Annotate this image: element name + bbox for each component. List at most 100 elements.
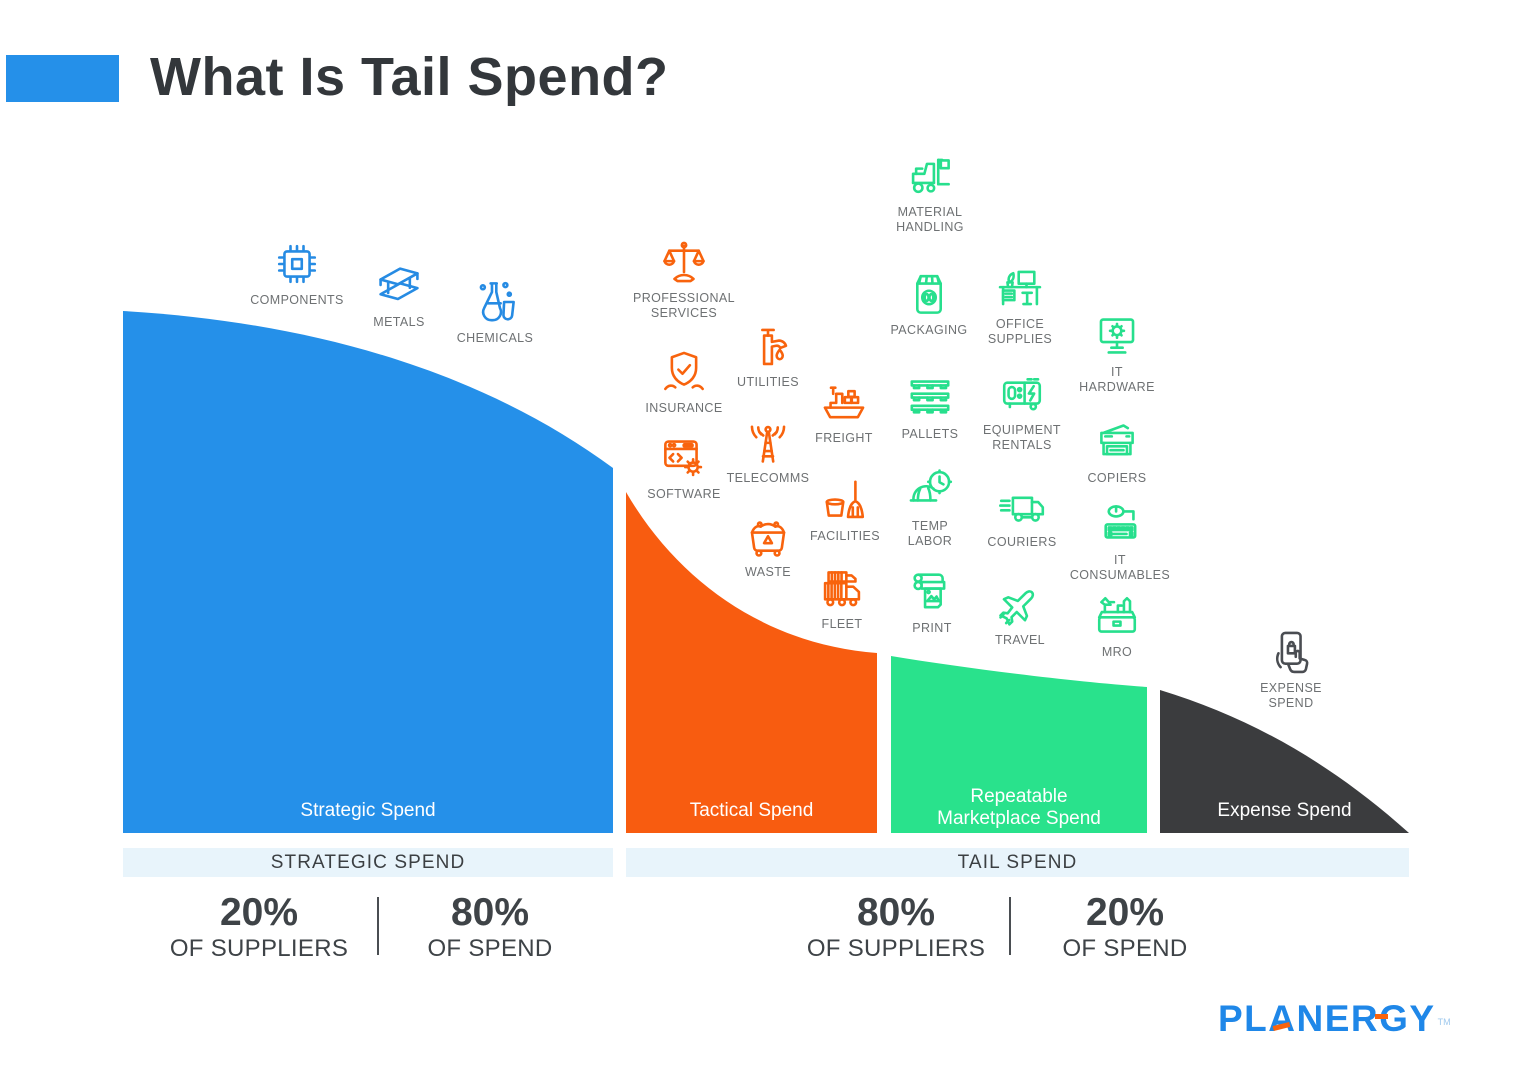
- expense-spend-icon: [1265, 626, 1317, 678]
- strategic-suppliers-caption: OF SUPPLIERS: [169, 935, 349, 962]
- category-copiers: COPIERS: [1055, 416, 1179, 486]
- expense-spend-label: Expense Spend: [1217, 800, 1352, 821]
- category-label: EXPENSE SPEND: [1260, 681, 1322, 710]
- category-label: MRO: [1101, 645, 1133, 659]
- category-label: COMPONENTS: [250, 293, 344, 307]
- category-expense-spend: EXPENSE SPEND: [1229, 626, 1353, 711]
- category-label: SOFTWARE: [647, 487, 721, 501]
- tail-suppliers-value: 80%: [856, 891, 936, 934]
- category-telecomms: TELECOMMS: [706, 416, 830, 486]
- category-label: COPIERS: [1087, 471, 1147, 485]
- strategic-spend-value: 80%: [450, 891, 530, 934]
- category-waste: WASTE: [706, 510, 830, 580]
- freight-icon: [818, 376, 870, 428]
- category-label: FACILITIES: [810, 529, 880, 543]
- category-label: IT CONSUMABLES: [1069, 553, 1171, 582]
- category-software: SOFTWARE: [622, 432, 746, 502]
- category-label: METALS: [373, 315, 425, 329]
- category-label: OFFICE SUPPLIES: [987, 317, 1053, 346]
- marketplace-spend-area: [891, 656, 1147, 833]
- strategic-suppliers-stat: 20% OF SUPPLIERS: [149, 891, 369, 963]
- category-label: MATERIAL HANDLING: [896, 205, 964, 234]
- category-label: TELECOMMS: [726, 471, 810, 485]
- it-hardware-icon: [1091, 310, 1143, 362]
- category-utilities: UTILITIES: [706, 320, 830, 390]
- professional-services-icon: [658, 236, 710, 288]
- category-insurance: INSURANCE: [622, 346, 746, 416]
- category-it-hardware: IT HARDWARE: [1055, 310, 1179, 395]
- components-icon: [271, 238, 323, 290]
- strategic-spend-label: Strategic Spend: [300, 800, 436, 821]
- strategic-suppliers-value: 20%: [219, 891, 299, 934]
- category-label: WASTE: [745, 565, 791, 579]
- strategic-band: STRATEGIC SPEND: [123, 848, 613, 877]
- print-icon: [906, 566, 958, 618]
- category-equipment-rentals: EQUIPMENT RENTALS: [960, 368, 1084, 453]
- category-label: PROFESSIONAL SERVICES: [632, 291, 736, 320]
- strategic-stat-divider: [377, 897, 379, 955]
- strategic-spend-stat: 80% OF SPEND: [380, 891, 600, 963]
- tail-spend-caption: OF SPEND: [1062, 935, 1188, 962]
- category-label: IT HARDWARE: [1079, 365, 1155, 394]
- tail-spend-value: 20%: [1085, 891, 1165, 934]
- category-travel: TRAVEL: [958, 578, 1082, 648]
- tactical-spend-area: [626, 492, 877, 833]
- category-fleet: FLEET: [780, 562, 904, 632]
- category-label: UTILITIES: [737, 375, 799, 389]
- category-couriers: COURIERS: [960, 480, 1084, 550]
- material-handling-icon: [904, 150, 956, 202]
- waste-icon: [742, 510, 794, 562]
- insurance-icon: [658, 346, 710, 398]
- category-label: COURIERS: [987, 535, 1057, 549]
- tail-spend-stat: 20% OF SPEND: [1015, 891, 1235, 963]
- category-metals: METALS: [337, 260, 461, 330]
- category-packaging: PACKAGING: [867, 268, 991, 338]
- tactical-spend-label: Tactical Spend: [689, 800, 814, 821]
- facilities-icon: [819, 474, 871, 526]
- category-temp-labor: TEMP LABOR: [868, 464, 992, 549]
- category-label: TEMP LABOR: [907, 519, 953, 548]
- category-chemicals: CHEMICALS: [433, 276, 557, 346]
- office-supplies-icon: [994, 262, 1046, 314]
- planergy-logo-text: PLANERGY: [1218, 998, 1436, 1039]
- category-label: PACKAGING: [890, 323, 968, 337]
- category-facilities: FACILITIES: [783, 474, 907, 544]
- category-label: INSURANCE: [645, 401, 723, 415]
- category-label: PRINT: [912, 621, 952, 635]
- temp-labor-icon: [904, 464, 956, 516]
- equipment-rentals-icon: [996, 368, 1048, 420]
- tail-band: TAIL SPEND: [626, 848, 1409, 877]
- tail-band-label: TAIL SPEND: [957, 851, 1078, 873]
- category-pallets: PALLETS: [868, 372, 992, 442]
- strategic-spend-area: [123, 311, 613, 833]
- category-components: COMPONENTS: [235, 238, 359, 308]
- category-label: FLEET: [821, 617, 863, 631]
- title-accent-rect: [6, 55, 119, 102]
- category-label: FREIGHT: [815, 431, 873, 445]
- copiers-icon: [1091, 416, 1143, 468]
- category-print: PRINT: [870, 566, 994, 636]
- tail-suppliers-caption: OF SUPPLIERS: [806, 935, 986, 962]
- marketplace-spend-label: Repeatable Marketplace Spend: [937, 786, 1101, 829]
- telecomms-icon: [742, 416, 794, 468]
- planergy-logo-tm: TM: [1437, 1016, 1451, 1027]
- fleet-icon: [816, 562, 868, 614]
- tail-suppliers-stat: 80% OF SUPPLIERS: [786, 891, 1006, 963]
- logo-g-accent: [1375, 1014, 1388, 1019]
- metals-icon: [373, 260, 425, 312]
- it-consumables-icon: [1094, 498, 1146, 550]
- expense-spend-area: [1160, 690, 1409, 833]
- category-material-handling: MATERIAL HANDLING: [868, 150, 992, 235]
- category-label: PALLETS: [901, 427, 959, 441]
- packaging-icon: [903, 268, 955, 320]
- category-label: TRAVEL: [994, 633, 1046, 647]
- category-label: EQUIPMENT RENTALS: [983, 423, 1061, 452]
- couriers-icon: [996, 480, 1048, 532]
- category-label: CHEMICALS: [456, 331, 534, 345]
- utilities-icon: [742, 320, 794, 372]
- tail-stat-divider: [1009, 897, 1011, 955]
- mro-icon: [1091, 590, 1143, 642]
- category-professional-services: PROFESSIONAL SERVICES: [622, 236, 746, 321]
